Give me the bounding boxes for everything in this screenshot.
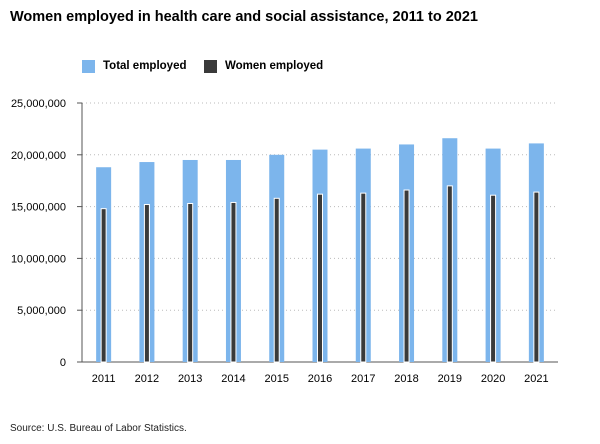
source-note: Source: U.S. Bureau of Labor Statistics.	[10, 423, 187, 434]
x-tick-label: 2014	[221, 373, 245, 385]
bar-women	[317, 193, 323, 363]
bar-women	[533, 191, 540, 363]
y-tick-label: 25,000,000	[11, 98, 66, 110]
x-tick-label: 2013	[178, 373, 202, 385]
x-tick-label: 2017	[351, 373, 375, 385]
x-tick-label: 2015	[264, 373, 288, 385]
x-tick-label: 2012	[135, 373, 159, 385]
bar-women	[360, 192, 367, 363]
bar-women	[446, 185, 453, 363]
x-tick-label: 2011	[92, 373, 116, 385]
x-tick-label: 2020	[481, 373, 505, 385]
bar-women	[187, 202, 194, 363]
legend-swatch-total	[82, 60, 95, 73]
legend-label-total: Total employed	[103, 60, 187, 72]
y-tick-label: 20,000,000	[11, 150, 66, 162]
y-tick-label: 10,000,000	[11, 253, 66, 265]
bar-women	[230, 201, 237, 363]
bar-women	[273, 197, 280, 363]
x-tick-label: 2016	[308, 373, 332, 385]
y-tick-label: 5,000,000	[17, 305, 66, 317]
legend-swatch-women	[204, 60, 217, 73]
bar-women	[403, 189, 410, 363]
y-tick-label: 0	[60, 357, 66, 369]
bar-women	[490, 194, 497, 363]
chart-title: Women employed in health care and social…	[10, 9, 478, 25]
x-tick-label: 2019	[438, 373, 462, 385]
bar-women	[100, 208, 107, 363]
x-tick-label: 2018	[394, 373, 418, 385]
y-tick-label: 15,000,000	[11, 202, 66, 214]
legend-label-women: Women employed	[225, 60, 324, 72]
x-tick-label: 2021	[524, 373, 548, 385]
bar-women	[143, 204, 150, 363]
